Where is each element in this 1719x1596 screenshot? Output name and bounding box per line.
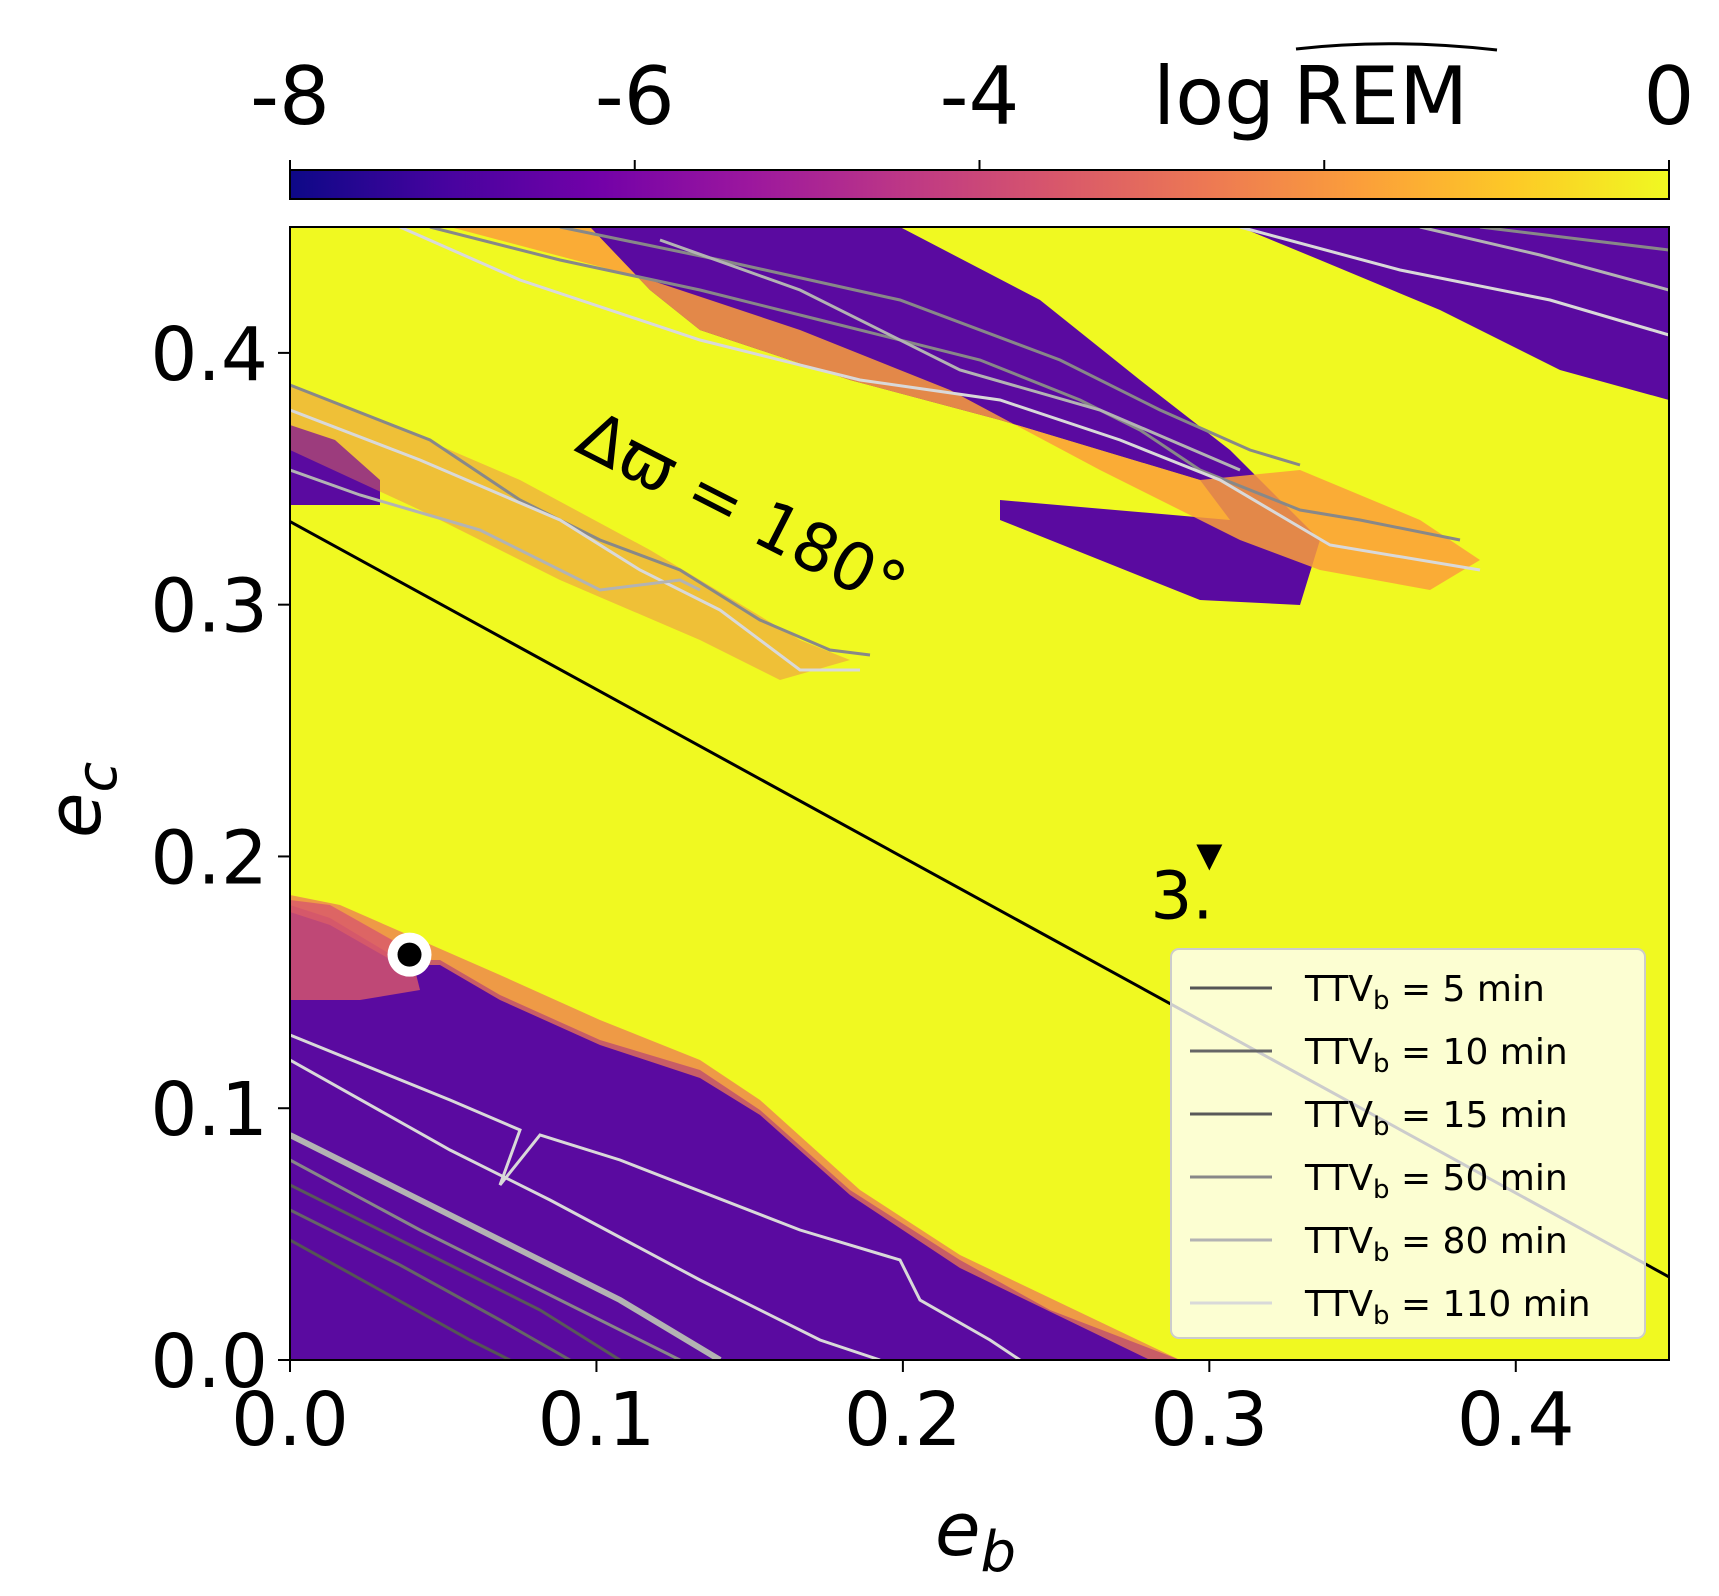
y-tick-label: 0.0 [150,1319,268,1405]
ttv-contour-110 [290,1033,1021,1360]
x-axis-label: eb [935,1487,1016,1585]
ttv-contour-upper-a [290,383,871,657]
ttv-contour-right-a [1239,227,1669,337]
ttv-contour-mid-d [659,238,1241,472]
y-axis-ticks: 0.0 0.1 0.2 0.3 0.4 [150,312,290,1405]
colorbar-tick-label: 0 [1644,50,1695,143]
ttv-contour-right-c [1479,227,1669,252]
y-tick-label: 0.1 [150,1067,268,1153]
chaotic-patch-left [290,900,420,1000]
marker-point-dot [397,942,422,967]
ttv-contour-15 [290,1183,621,1360]
y-axis-label: ec [32,761,130,838]
y-tick-label: 0.2 [150,815,268,901]
x-tick-label: 0.2 [844,1377,962,1463]
ttv-contour-mid-a [429,227,1461,542]
colorbar-tick-label: -4 [940,50,1020,143]
colorbar-label-hat [1295,42,1498,52]
x-tick-label: 0.0 [231,1377,349,1463]
colorbar-tick-label: -8 [250,50,330,143]
ttv-contour-5 [290,1238,511,1360]
triangle-marker-label: 3. [1150,857,1213,934]
marker-point [387,932,432,977]
y-tick-label: 0.3 [150,564,268,650]
legend: TTVb = 5 min TTVb = 10 min TTVb = 15 min TT… [1170,948,1646,1339]
stable-region-left [290,425,380,505]
ttv-contour-80 [290,1132,722,1360]
ttv-contour-upper-b [290,408,860,672]
colorbar-label: log REM [1153,50,1468,143]
ttv-contour-mid-b [399,227,1481,572]
x-tick-label: 0.1 [538,1377,656,1463]
legend-label: TTVb = 110 min [1304,1284,1591,1331]
y-tick-label: 0.4 [150,312,268,398]
legend-label: TTVb = 80 min [1304,1221,1568,1268]
x-axis-ticks: 0.0 0.1 0.2 0.3 0.4 [231,1360,1575,1463]
legend-label: TTVb = 5 min [1304,969,1545,1016]
colorbar: -8 -6 -4 0 log REM [250,42,1694,200]
ttv-contour-10 [290,1208,571,1360]
plot-frame [289,226,1670,1361]
ttv-contour-right-b [1419,227,1669,292]
x-tick-label: 0.3 [1150,1377,1268,1463]
triangle-marker-shape [1196,844,1223,871]
triangle-marker: 3. [1150,844,1223,934]
legend-label: TTVb = 50 min [1304,1158,1568,1205]
colorbar-gradient [289,169,1670,200]
colorbar-tick-label: -6 [595,50,675,143]
x-tick-label: 0.4 [1457,1377,1575,1463]
ttv-contour-upper-c [290,468,701,592]
colorbar-ticks: -8 -6 -4 0 [250,50,1694,170]
legend-box [1170,948,1646,1339]
stable-region-upper-right [1240,227,1669,400]
ttv-contour-110b [290,1058,881,1360]
legend-label: TTVb = 15 min [1304,1095,1568,1142]
ttv-contour-50 [290,1158,681,1360]
ttv-contours [290,227,1669,1360]
legend-label: TTVb = 10 min [1304,1032,1568,1079]
chaotic-fringe-upper [450,227,1480,590]
